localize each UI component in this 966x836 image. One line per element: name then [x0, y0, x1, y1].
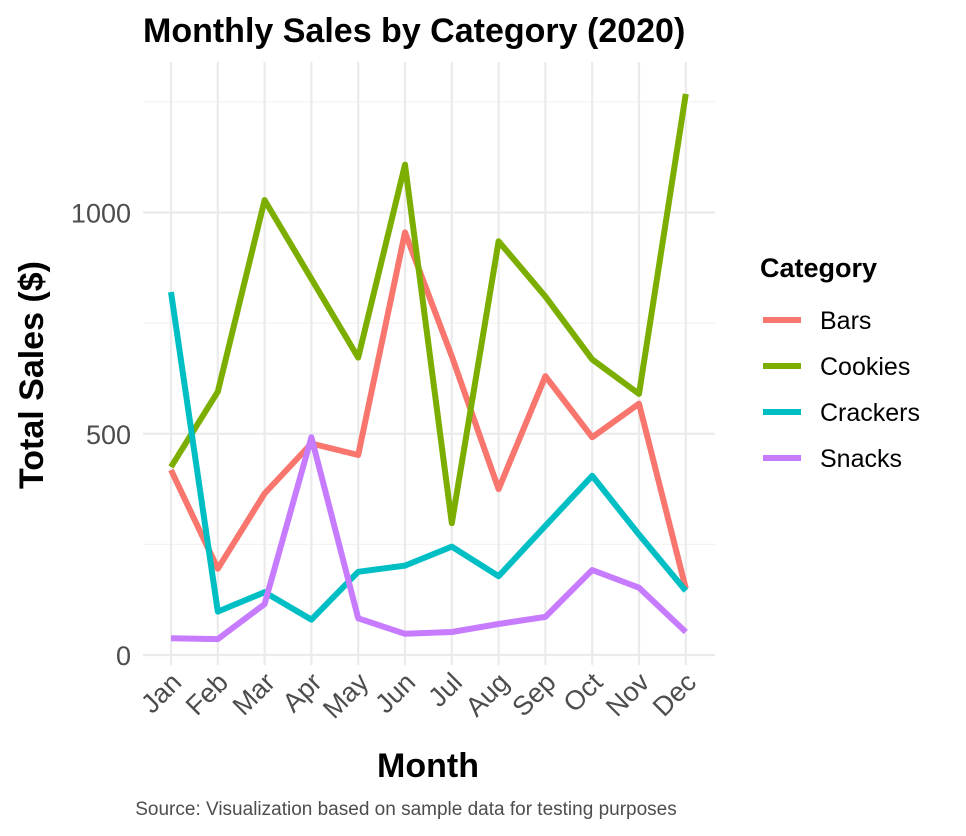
series-lines: [168, 93, 689, 643]
x-tick-label: Jan: [135, 667, 187, 719]
series-line-cookies: [168, 93, 689, 527]
series-line-crackers: [168, 291, 689, 623]
x-tick-label: May: [317, 667, 375, 725]
x-tick-label: Feb: [180, 667, 234, 721]
x-tick-label: Dec: [647, 667, 702, 722]
series-line-bars: [168, 229, 689, 590]
x-tick-label: Jun: [369, 667, 421, 719]
legend-label-cookies: Cookies: [820, 353, 910, 381]
legend-title: Category: [760, 253, 877, 283]
legend-label-crackers: Crackers: [820, 399, 920, 427]
chart-title: Monthly Sales by Category (2020): [143, 12, 685, 50]
y-axis-title: Total Sales ($): [13, 261, 51, 489]
x-tick-label: Sep: [506, 667, 561, 722]
series-line-snacks: [170, 434, 688, 643]
x-tick-label: Jul: [422, 667, 468, 713]
legend: Category Bars Cookies Crackers Snacks: [760, 253, 920, 473]
x-tick-label: Nov: [600, 667, 656, 723]
caption: Source: Visualization based on sample da…: [135, 799, 676, 820]
legend-label-bars: Bars: [820, 307, 871, 335]
x-tick-label: Mar: [227, 667, 281, 721]
x-tick-label: Oct: [558, 667, 609, 718]
y-axis-ticks: 0 500 1000: [71, 199, 131, 672]
y-tick-label: 0: [116, 641, 131, 671]
x-tick-label: Apr: [277, 667, 328, 718]
x-tick-label: Aug: [460, 667, 515, 722]
legend-label-snacks: Snacks: [820, 445, 902, 473]
y-tick-label: 500: [86, 420, 131, 450]
y-tick-label: 1000: [71, 199, 131, 229]
x-axis-title: Month: [377, 747, 479, 785]
